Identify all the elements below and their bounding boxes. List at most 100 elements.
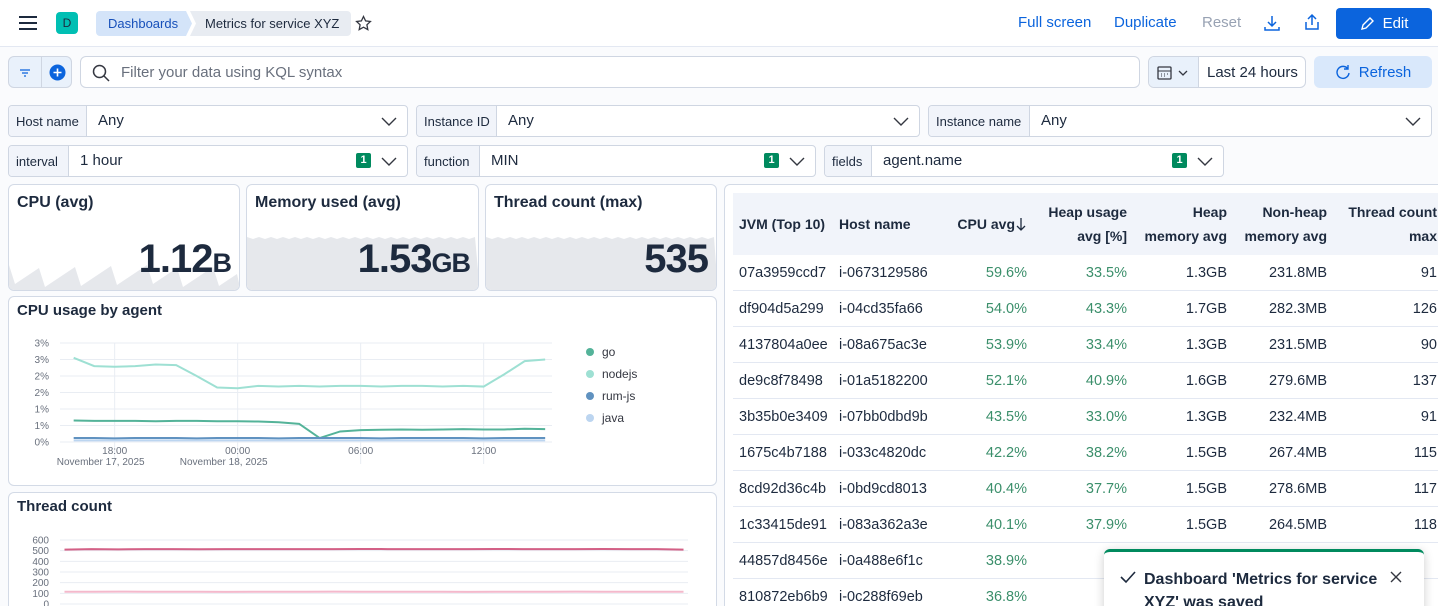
control[interactable]: Host name Any [8,105,408,137]
table-cell: 38.9% [985,553,1027,569]
table-cell: i-08a675ac3e [839,337,927,353]
control[interactable]: Instance ID Any [416,105,920,137]
table-cell: 36.8% [985,589,1027,605]
close-icon[interactable] [1390,571,1402,583]
arrow [1016,218,1026,231]
table-cell: 1c33415de91 [739,517,827,533]
metric-title: Thread count (max) [494,194,643,211]
sparkline-background [9,265,239,290]
row-border [733,506,1438,507]
row-border [733,470,1438,471]
chevron-icon [893,117,909,126]
table-cell: 279.6MB [1268,373,1327,389]
control-label: Instance name [929,106,1030,136]
control-label: fields [825,146,872,176]
reset-button[interactable]: Reset [1202,14,1242,31]
table-cell: 115 [1413,445,1437,461]
table-cell: 4137804a0ee [739,337,828,353]
download-icon[interactable] [1263,14,1281,32]
chevron [1197,157,1213,166]
column-header[interactable]: CPU avg [939,193,1033,255]
control-value: Any [1041,112,1067,129]
control-value: Any [508,112,534,129]
column-header[interactable]: Heap usage avg [%] [1033,193,1133,255]
control-value: Any [98,112,124,129]
control-value: 1 hour [80,152,123,169]
refresh-button[interactable]: Refresh [1314,56,1432,88]
control[interactable]: interval 1 hour 1 [8,145,408,177]
row-border [733,362,1438,363]
row-border [733,578,1438,579]
sparkline-area [486,237,716,290]
table-cell: 54.0% [985,301,1027,317]
control-label: Host name [9,106,87,136]
table-cell: 91 [1420,265,1437,281]
time-range: Last 24 hours [1207,64,1298,81]
add-filter-icon[interactable] [49,64,66,81]
table-cell: 38.2% [1085,445,1127,461]
table-cell: 1.6GB [1185,373,1227,389]
table-cell: i-0bd9cd8013 [839,481,927,497]
table-cell: 1.7GB [1185,301,1227,317]
table-cell: 231.8MB [1268,265,1327,281]
duplicate-button[interactable]: Duplicate [1114,14,1177,31]
metric-number: 1.12 [138,237,214,281]
column-header[interactable]: JVM (Top 10) [733,193,833,255]
breadcrumb[interactable]: Dashboards [96,11,192,36]
table-cell: 1.3GB [1185,337,1227,353]
space-badge[interactable]: D [56,12,78,34]
control[interactable]: fields agent.name 1 [824,145,1224,177]
table-cell: 90 [1420,337,1437,353]
chevron [789,157,805,166]
sparkline-background [247,237,478,290]
sparkline-area [9,265,239,290]
metric-value: 1.12B [138,237,232,282]
column-header[interactable]: Heap memory avg [1133,193,1233,255]
table-cell: 267.4MB [1268,445,1327,461]
table-cell: 53.9% [985,337,1027,353]
filter-icon [20,69,30,77]
edit-button[interactable]: Edit [1336,8,1432,39]
query-input[interactable]: Filter your data using KQL syntax [80,56,1140,88]
metric-number: 1.53 [357,237,433,281]
calendar-icon [1157,66,1188,80]
refresh-label: Refresh [1358,63,1412,81]
query-placeholder: Filter your data using KQL syntax [121,64,343,81]
chevron-icon [789,157,805,166]
quick-menu[interactable] [1149,57,1199,87]
filter-button[interactable] [8,56,72,88]
favorite-icon[interactable] [355,15,372,32]
table-cell: 3b35b0e3409 [739,409,828,425]
full-screen-button[interactable]: Full screen [1018,14,1092,31]
column-header[interactable]: Thread count max [1333,193,1438,255]
table-cell: 117 [1413,481,1437,497]
metric-value: 1.53GB [357,237,471,282]
metric-unit: B [212,248,232,278]
selection-count: 1 [764,153,779,168]
table-cell: 52.1% [985,373,1027,389]
table-cell: de9c8f78498 [739,373,823,389]
metric-unit: GB [431,248,471,278]
menu-icon[interactable] [18,14,38,32]
metric-number: 535 [644,237,709,281]
table-cell: 126 [1412,301,1437,317]
column-title: Heap usage avg [%] [1048,204,1127,244]
toast: Dashboard 'Metrics for service XYZ' was … [1104,549,1424,606]
metric-title: CPU (avg) [17,194,94,211]
share-icon[interactable] [1303,13,1321,31]
chevron-icon [381,157,397,166]
column-title: Host name [839,216,911,232]
table-cell: 8cd92d36c4b [739,481,827,497]
table-cell: 40.4% [985,481,1027,497]
table-cell: 1.3GB [1185,265,1227,281]
column-header[interactable]: Non-heap memory avg [1233,193,1333,255]
row-border [733,398,1438,399]
control[interactable]: Instance name Any [928,105,1432,137]
table-cell: 232.4MB [1268,409,1327,425]
column-header[interactable]: Host name [833,193,939,255]
table-cell: 137 [1412,373,1437,389]
control[interactable]: function MIN 1 [416,145,816,177]
date-picker[interactable]: Last 24 hours [1148,56,1306,88]
refresh-icon [1336,65,1350,79]
